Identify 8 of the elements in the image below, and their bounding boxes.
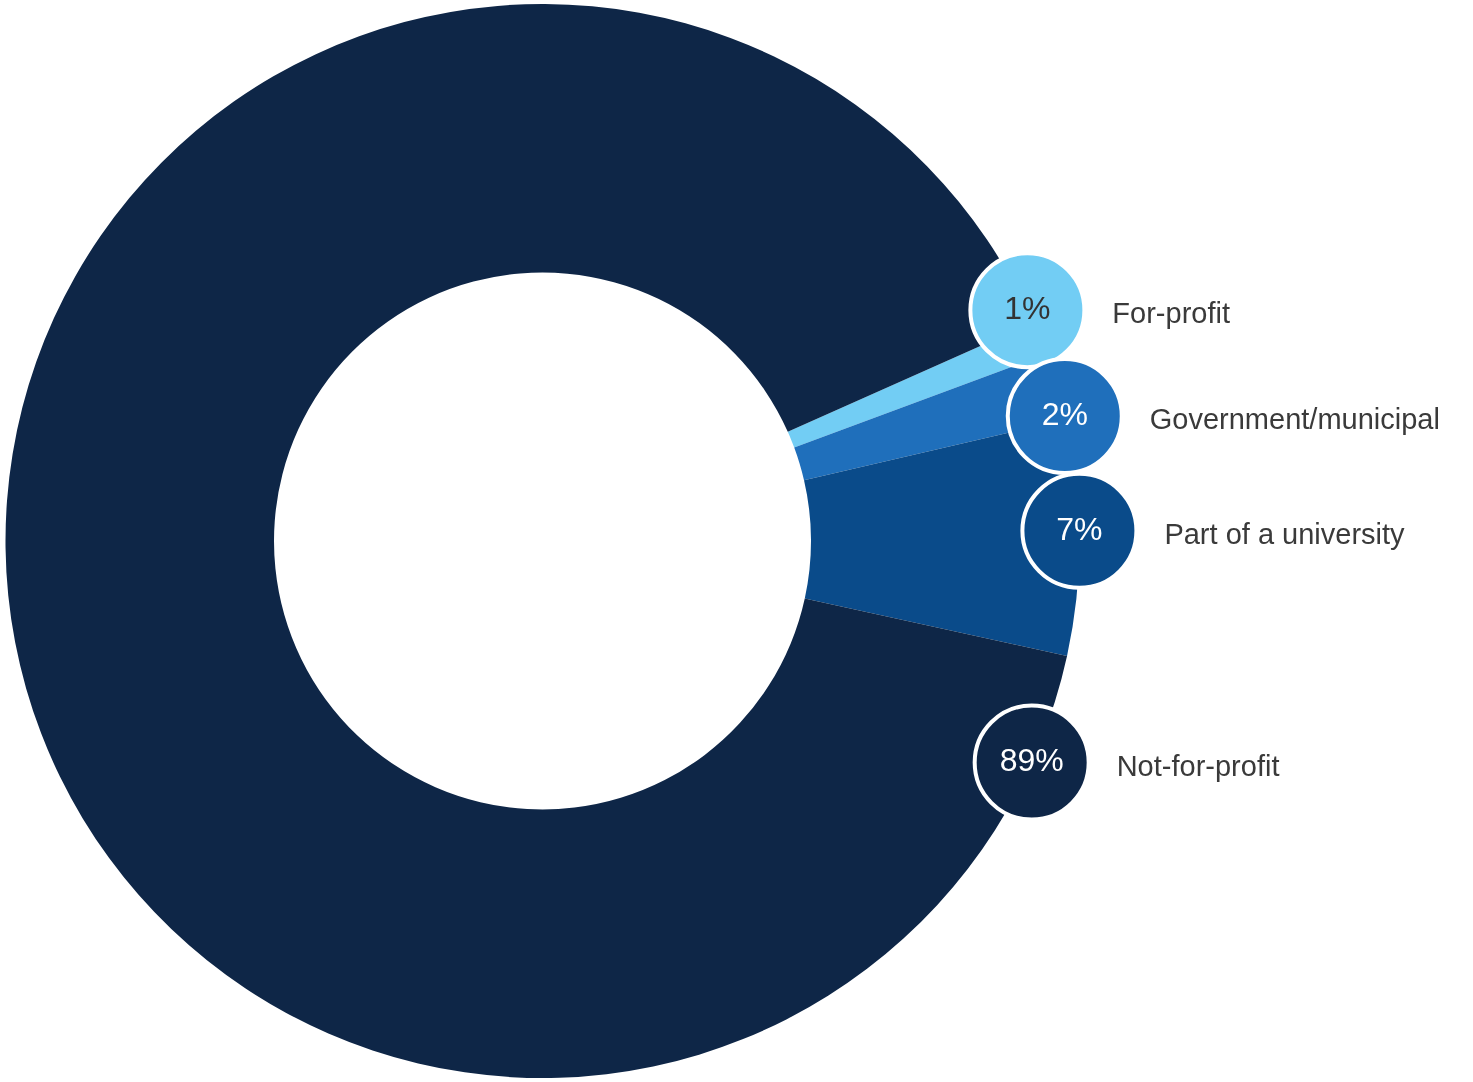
slice-label: Government/municipal <box>1149 403 1440 436</box>
slice-label: Part of a university <box>1164 517 1406 550</box>
data-label: 2% <box>1041 395 1088 432</box>
data-label: 89% <box>999 742 1064 779</box>
slice-label: For-profit <box>1112 297 1231 330</box>
data-label: 1% <box>1004 290 1051 327</box>
slice-label: Not-for-profit <box>1116 749 1280 782</box>
data-label: 7% <box>1056 510 1103 547</box>
